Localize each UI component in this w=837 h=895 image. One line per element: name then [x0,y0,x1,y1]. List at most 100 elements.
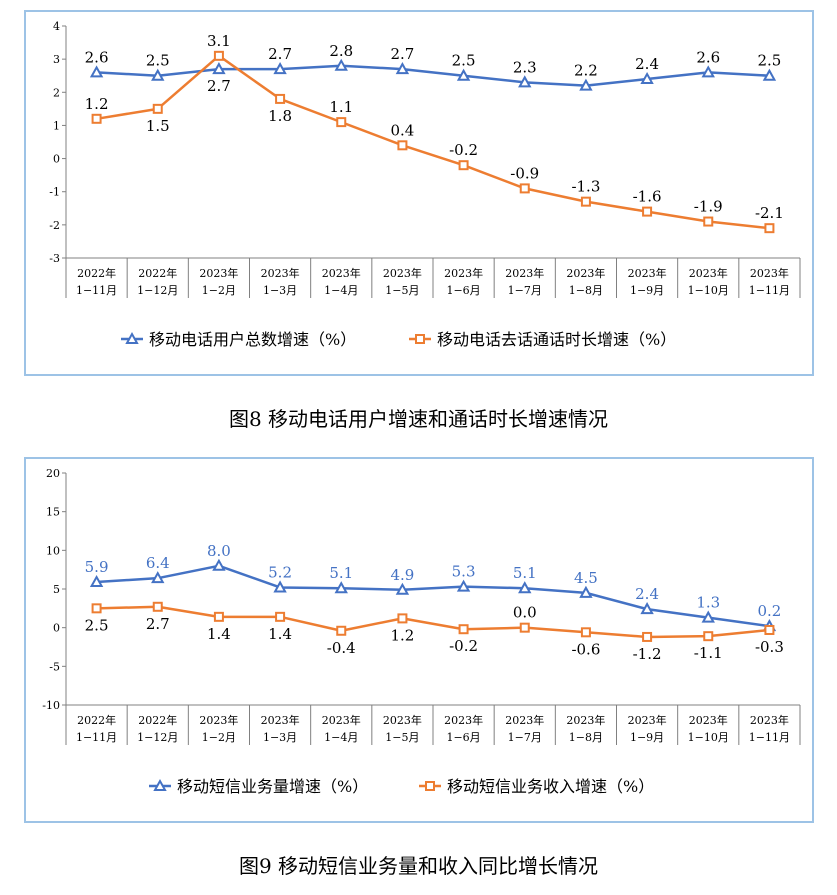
y-tick-label: 3 [53,53,60,66]
x-tick-label-year: 2023年 [505,266,544,280]
data-label: 2.7 [268,45,292,63]
data-label: 2.5 [452,52,476,70]
legend-label-2: 移动电话去话通话时长增速（%） [437,330,676,349]
y-tick-label: -2 [49,219,60,232]
data-label: 2.6 [85,48,109,66]
data-point-marker-square [336,117,347,128]
series-line-2 [96,54,770,230]
data-label: 1.2 [390,626,414,644]
data-point-marker-square [642,206,653,217]
data-label: -0.6 [571,640,600,658]
data-point-marker-square [703,631,714,642]
data-point-marker-square [213,50,224,61]
data-label: -0.3 [755,638,784,656]
x-tick-label-year: 2023年 [566,266,605,280]
data-label: 2.7 [390,45,414,63]
data-point-marker-square [458,624,469,635]
data-point-marker-triangle [273,580,287,593]
data-point-marker-triangle [579,585,593,598]
x-tick-label-period: 1−11月 [76,731,117,744]
data-label: 0.0 [513,604,537,622]
x-tick-label-year: 2023年 [383,713,422,727]
data-point-marker-square [764,624,775,635]
x-tick-label-year: 2023年 [199,713,238,727]
x-tick-label-year: 2023年 [383,266,422,280]
data-point-marker-square [580,196,591,207]
x-tick-label-year: 2023年 [689,713,728,727]
x-tick-label-year: 2022年 [138,713,177,727]
data-point-marker-square [764,223,775,234]
data-label: 2.2 [574,62,598,80]
data-label: -1.9 [694,198,723,216]
data-point-marker-triangle [151,571,165,584]
data-label: 4.9 [390,566,414,584]
data-label: -1.2 [633,645,662,663]
data-label: 5.9 [85,558,109,576]
x-tick-label-year: 2023年 [322,713,361,727]
x-tick-label-period: 1−6月 [446,731,480,744]
x-tick-label-year: 2023年 [750,266,789,280]
data-point-marker-square [152,103,163,114]
x-tick-label-period: 1−10月 [688,731,729,744]
x-tick-label-period: 1−12月 [137,731,178,744]
x-tick-label-period: 1−8月 [569,731,603,744]
data-label: -1.1 [694,644,723,662]
x-tick-label-period: 1−5月 [385,284,419,297]
data-label: 2.4 [635,55,659,73]
x-tick-label-period: 1−10月 [688,284,729,297]
data-point-marker-square [275,611,286,622]
y-tick-label: 0 [53,622,60,635]
data-label: 1.4 [207,625,231,643]
data-label: 2.5 [85,616,109,634]
data-point-marker-triangle [518,75,532,88]
y-tick-label: 5 [53,583,60,596]
data-label: 1.8 [268,107,292,125]
chart-title-sms: 图9 移动短信业务量和收入同比增长情况 [238,854,599,878]
y-tick-label: 2 [53,86,60,99]
y-tick-label: 15 [46,506,60,519]
data-point-marker-triangle [579,78,593,91]
data-point-marker-triangle [151,68,165,81]
x-tick-label-year: 2023年 [505,713,544,727]
data-point-marker-triangle [701,65,715,78]
data-label: 1.3 [696,594,720,612]
x-tick-label-period: 1−9月 [630,284,664,297]
data-point-marker-triangle [273,62,287,75]
x-tick-label-period: 1−11月 [749,731,790,744]
legend-marker-triangle [125,331,139,344]
y-tick-label: 1 [53,119,60,132]
chart-svg-sms: 20 15 10 5 0 -5 -10 2022年 1−11月 2022年 1−12月 2023年 1−… [42,467,801,796]
data-label: 5.2 [268,563,292,581]
x-tick-label-period: 1−11月 [749,284,790,297]
data-point-marker-square [336,625,347,636]
data-point-marker-triangle [762,68,777,81]
y-tick-label: 0 [53,153,60,166]
data-label: 2.7 [146,615,170,633]
data-label: 0.4 [390,121,414,139]
x-tick-label-period: 1−12月 [137,284,178,297]
data-point-marker-square [397,613,408,624]
y-tick-label: -1 [49,186,60,199]
data-label: 1.4 [268,625,292,643]
chart-svg-phone-users: 4 3 2 1 0 -1 -2 -3 2022年 1−11月 2022年 1−12月 2023年 1−2月… [49,20,801,349]
x-tick-label-period: 1−8月 [569,284,603,297]
data-label: 2.5 [757,52,781,70]
x-tick-label-year: 2023年 [199,266,238,280]
y-tick-label: -5 [49,660,60,673]
y-tick-label: -10 [42,699,60,712]
legend-marker-square [415,334,425,344]
x-tick-label-year: 2023年 [444,266,483,280]
data-point-marker-square [213,611,224,622]
data-label: 0.2 [757,602,781,620]
x-tick-label-year: 2022年 [77,713,116,727]
data-label: 5.1 [329,564,353,582]
data-point-marker-square [458,160,469,171]
x-tick-label-year: 2023年 [628,266,667,280]
x-tick-label-period: 1−11月 [76,284,117,297]
series-line-2 [96,605,770,639]
x-tick-label-year: 2022年 [77,266,116,280]
data-point-marker-triangle [89,65,104,78]
x-tick-label-period: 1−2月 [202,284,236,297]
x-tick-label-period: 1−7月 [508,731,542,744]
legend-label-1: 移动电话用户总数增速（%） [149,330,356,349]
